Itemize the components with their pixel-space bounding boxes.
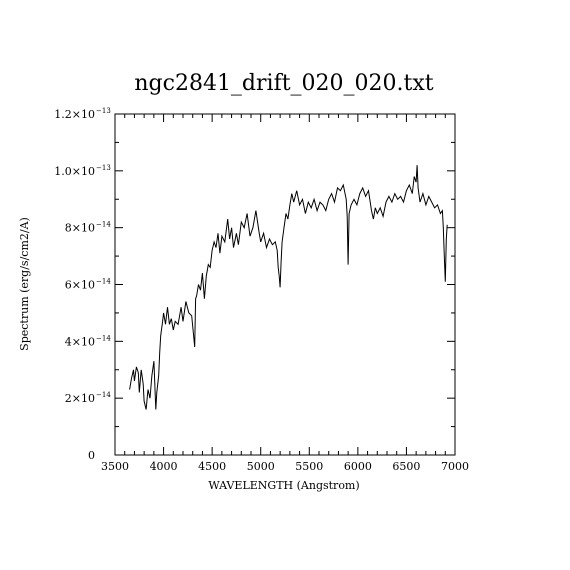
y-tick-exponent: −13 (96, 164, 111, 172)
x-tick-label: 3500 (101, 460, 129, 473)
y-tick-label: 1.0×10 (54, 165, 95, 178)
y-tick-exponent: −13 (96, 107, 111, 115)
series-layer (129, 165, 448, 410)
y-tick-label: 1.2×10 (54, 108, 95, 121)
chart-title: ngc2841_drift_020_020.txt (134, 71, 433, 96)
y-tick-label: 0 (88, 449, 95, 462)
y-tick-exponent: −14 (96, 334, 111, 342)
y-axis-label: Spectrum (erg/s/cm2/A) (18, 217, 31, 351)
x-tick-label: 5500 (295, 460, 323, 473)
x-tick-label: 4000 (150, 460, 178, 473)
y-tick-exponent: −14 (96, 221, 111, 229)
x-axis-label: WAVELENGTH (Angstrom) (208, 479, 359, 492)
x-tick-label: 5000 (247, 460, 275, 473)
x-tick-label: 6000 (344, 460, 372, 473)
y-tick-label: 8×10 (65, 222, 95, 235)
x-tick-label: 6500 (392, 460, 420, 473)
y-tick-exponent: −14 (96, 391, 111, 399)
y-tick-label: 4×10 (65, 335, 95, 348)
y-tick-label: 2×10 (65, 392, 95, 405)
y-tick-label: 6×10 (65, 279, 95, 292)
x-tick-label: 7000 (441, 460, 469, 473)
x-tick-label: 4500 (198, 460, 226, 473)
spectrum-line (129, 165, 448, 410)
y-tick-exponent: −14 (96, 278, 111, 286)
